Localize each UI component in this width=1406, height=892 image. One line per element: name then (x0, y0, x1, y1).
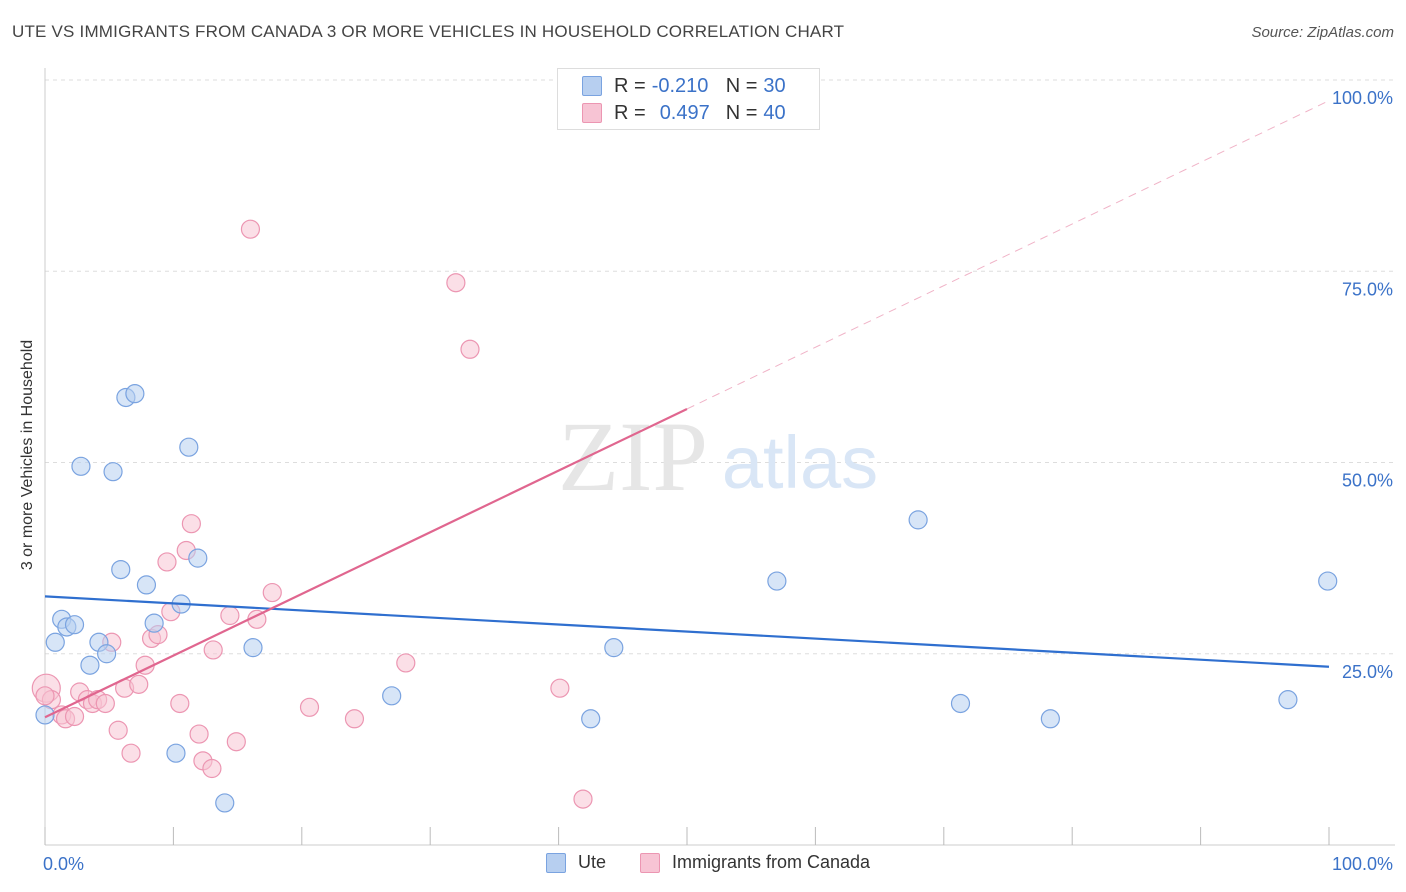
canada-r-value: 0.497 (659, 101, 710, 124)
canada-point-28 (226, 732, 246, 752)
canada-point-33 (344, 709, 365, 729)
watermark: ZIP atlas (558, 401, 878, 512)
canada-point-34 (396, 653, 416, 673)
ute-point-8 (97, 644, 117, 664)
canada-n-label: N = (725, 101, 758, 124)
ute-point-18 (188, 548, 208, 568)
series-legend: Ute Immigrants from Canada (0, 852, 1406, 876)
ute-point-25 (908, 510, 928, 530)
canada-point-18 (157, 552, 177, 572)
ute-point-22 (581, 709, 601, 729)
canada-point-11 (108, 720, 128, 740)
ute-point-14 (144, 613, 164, 633)
legend-canada-swatch (640, 852, 660, 873)
ute-point-6 (80, 655, 100, 675)
legend-item-ute: Ute (546, 852, 606, 873)
ute-point-4 (64, 615, 85, 635)
canada-trend-extension (686, 100, 1330, 410)
ute-point-12 (125, 384, 145, 404)
ute-r-label: R = (614, 74, 646, 97)
legend-item-canada: Immigrants from Canada (640, 852, 870, 873)
ute-point-19 (215, 793, 235, 813)
canada-point-25 (202, 758, 222, 779)
watermark-zip: ZIP (558, 401, 708, 512)
ute-point-13 (136, 575, 157, 595)
canada-point-9 (95, 693, 115, 714)
ute-point-20 (243, 638, 263, 658)
canada-point-29 (240, 219, 261, 239)
y-tick-label-1: 50.0% (1342, 471, 1393, 491)
canada-point-31 (262, 582, 282, 603)
ute-point-24 (767, 571, 787, 591)
canada-point-13 (121, 743, 141, 763)
series-canada-points (31, 219, 593, 809)
ute-swatch (582, 76, 602, 96)
correlation-legend: R = -0.210 N = 30 R = 0.497 N = 40 (557, 68, 820, 130)
canada-point-39 (35, 686, 55, 706)
canada-n-value: 40 (763, 101, 786, 124)
canada-point-26 (203, 640, 223, 660)
x-tick-label-1: 100.0% (1332, 854, 1393, 874)
x-tick-label-0: 0.0% (43, 854, 84, 874)
ute-point-0 (35, 705, 55, 725)
watermark-atlas: atlas (722, 421, 878, 504)
ute-point-26 (950, 693, 971, 714)
legend-ute-swatch (546, 852, 566, 873)
canada-point-20 (170, 693, 190, 714)
ute-r-value: -0.210 (651, 74, 709, 97)
canada-point-22 (181, 514, 201, 534)
legend-canada-label: Immigrants from Canada (672, 852, 871, 872)
canada-point-36 (460, 339, 480, 359)
ute-point-27 (1040, 709, 1060, 729)
canada-point-23 (189, 724, 209, 744)
ute-n-value: 30 (763, 74, 786, 97)
ute-point-9 (103, 462, 123, 482)
trend-lines (44, 100, 1330, 719)
canada-trend-line (44, 407, 688, 719)
canada-point-38 (573, 789, 593, 809)
canada-point-14 (129, 674, 149, 694)
canada-point-37 (550, 678, 570, 698)
chart-title: UTE VS IMMIGRANTS FROM CANADA 3 OR MORE … (12, 22, 845, 41)
canada-point-4 (64, 706, 85, 727)
canada-point-35 (446, 273, 466, 293)
ute-point-29 (1318, 571, 1338, 591)
ute-point-17 (179, 437, 199, 457)
canada-point-27 (220, 605, 240, 626)
ute-n-label: N = (725, 74, 758, 97)
ute-point-15 (166, 743, 186, 763)
ute-point-21 (382, 686, 402, 706)
y-tick-label-0: 25.0% (1342, 662, 1393, 682)
canada-r-label: R = (614, 101, 646, 124)
ute-point-10 (111, 559, 131, 580)
ute-trend-line (44, 595, 1330, 668)
legend-ute-label: Ute (578, 852, 607, 872)
source-label: Source: ZipAtlas.com (1251, 24, 1394, 41)
tick-labels: 25.0% 50.0% 75.0% 100.0% 0.0% 100.0% (43, 88, 1393, 874)
legend-row-canada: R = 0.497 N = 40 (582, 101, 786, 125)
canada-point-32 (299, 697, 320, 717)
ute-point-28 (1278, 690, 1298, 710)
ute-point-23 (604, 638, 624, 658)
legend-row-ute: R = -0.210 N = 30 (582, 74, 786, 98)
ute-point-5 (71, 456, 91, 476)
y-tick-label-2: 75.0% (1342, 279, 1393, 299)
axes (44, 68, 1395, 846)
y-tick-label-3: 100.0% (1332, 88, 1393, 108)
ute-point-1 (45, 632, 65, 652)
canada-swatch (582, 103, 602, 123)
